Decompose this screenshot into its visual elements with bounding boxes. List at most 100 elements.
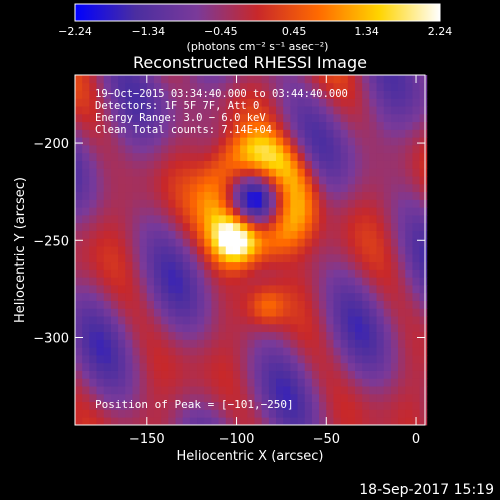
heatmap-cell	[103, 75, 112, 84]
heatmap-cell	[326, 355, 334, 364]
heatmap-cell	[96, 347, 105, 356]
heatmap-cell	[118, 160, 126, 169]
heatmap-cell	[218, 253, 227, 263]
heatmap-cell	[225, 355, 234, 364]
heatmap-cell	[390, 90, 399, 99]
heatmap-cell	[347, 355, 356, 364]
heatmap-cell	[290, 246, 298, 255]
heatmap-cell	[240, 113, 248, 123]
heatmap-cell	[254, 145, 263, 154]
heatmap-cell	[204, 215, 212, 224]
heatmap-cell	[168, 308, 176, 317]
heatmap-cell	[211, 113, 219, 123]
heatmap-cell	[311, 417, 320, 426]
heatmap-cell	[175, 269, 184, 278]
heatmap-cell	[103, 378, 112, 387]
heatmap-cell	[189, 82, 198, 91]
heatmap-cell	[75, 347, 83, 356]
heatmap-cell	[139, 339, 148, 348]
heatmap-cell	[268, 316, 277, 325]
heatmap-cell	[412, 386, 421, 395]
heatmap-cell	[261, 145, 270, 154]
heatmap-cell	[304, 370, 313, 379]
heatmap-cell	[390, 75, 399, 84]
heatmap-cell	[254, 106, 263, 115]
heatmap-cell	[412, 370, 421, 379]
heatmap-cell	[146, 129, 155, 138]
heatmap-cell	[311, 207, 320, 216]
heatmap-cell	[362, 90, 370, 99]
heatmap-cell	[261, 207, 270, 216]
heatmap-cell	[376, 207, 385, 216]
heatmap-cell	[247, 82, 255, 91]
heatmap-cell	[218, 98, 227, 107]
heatmap-cell	[304, 269, 313, 278]
heatmap-cell	[355, 199, 363, 208]
heatmap-cell	[218, 152, 227, 161]
heatmap-cell	[261, 230, 270, 239]
heatmap-cell	[110, 106, 119, 115]
heatmap-cell	[139, 308, 148, 317]
heatmap-cell	[326, 253, 334, 263]
heatmap-cell	[398, 393, 406, 403]
heatmap-cell	[340, 316, 349, 325]
heatmap-cell	[189, 152, 198, 161]
heatmap-cell	[211, 261, 219, 270]
heatmap-cell	[369, 362, 377, 371]
heatmap-cell	[398, 90, 406, 99]
heatmap-cell	[240, 292, 248, 301]
heatmap-cell	[390, 246, 399, 255]
heatmap-cell	[419, 277, 428, 286]
heatmap-cell	[419, 269, 428, 278]
heatmap-cell	[376, 292, 385, 301]
heatmap-cell	[340, 409, 349, 418]
heatmap-cell	[197, 75, 205, 84]
heatmap-cell	[247, 222, 255, 231]
heatmap-cell	[347, 152, 356, 161]
heatmap-cell	[232, 90, 241, 99]
heatmap-cell	[290, 90, 298, 99]
heatmap-cell	[75, 386, 83, 395]
heatmap-cell	[369, 300, 377, 309]
heatmap-cell	[290, 347, 298, 356]
heatmap-cell	[110, 121, 119, 130]
heatmap-cell	[103, 160, 112, 169]
heatmap-cell	[405, 238, 413, 247]
heatmap-cell	[96, 152, 105, 161]
heatmap-cell	[405, 277, 413, 286]
heatmap-cell	[319, 222, 327, 231]
heatmap-cell	[232, 238, 241, 247]
heatmap-cell	[398, 215, 406, 224]
heatmap-cell	[168, 331, 176, 340]
heatmap-cell	[118, 308, 126, 317]
heatmap-cell	[311, 176, 320, 185]
heatmap-cell	[161, 152, 169, 161]
heatmap-cell	[276, 300, 284, 309]
heatmap-cell	[240, 238, 248, 247]
heatmap-cell	[340, 106, 349, 115]
heatmap-cell	[369, 199, 377, 208]
heatmap-cell	[283, 316, 291, 325]
heatmap-cell	[175, 230, 184, 239]
heatmap-cell	[319, 370, 327, 379]
heatmap-cell	[369, 215, 377, 224]
heatmap-cell	[110, 386, 119, 395]
heatmap-cell	[340, 285, 349, 294]
heatmap-cell	[333, 331, 342, 340]
heatmap-cell	[197, 355, 205, 364]
heatmap-cell	[355, 168, 363, 177]
heatmap-cell	[254, 183, 263, 193]
heatmap-cell	[103, 90, 112, 99]
heatmap-cell	[103, 401, 112, 410]
heatmap-cell	[304, 347, 313, 356]
heatmap-cell	[376, 261, 385, 270]
heatmap-cell	[398, 331, 406, 340]
heatmap-cell	[311, 199, 320, 208]
heatmap-cell	[146, 308, 155, 317]
heatmap-cell	[218, 207, 227, 216]
heatmap-cell	[132, 261, 141, 270]
heatmap-cell	[254, 300, 263, 309]
heatmap-cell	[254, 246, 263, 255]
heatmap-cell	[89, 121, 97, 130]
heatmap-cell	[283, 269, 291, 278]
